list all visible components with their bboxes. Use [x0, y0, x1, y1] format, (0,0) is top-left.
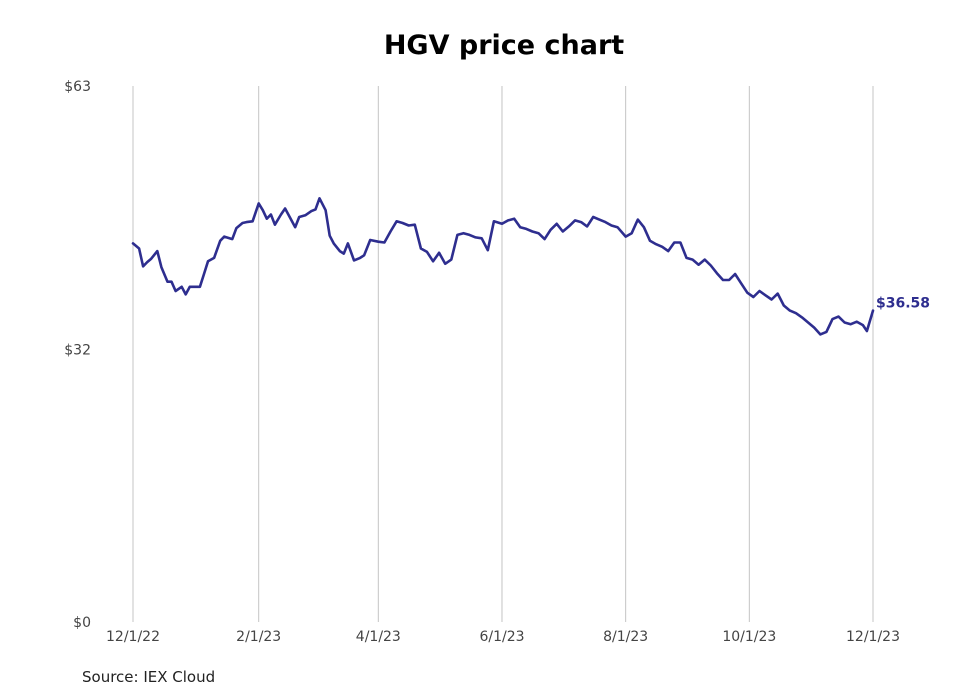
x-tick-label: 12/1/22: [106, 629, 160, 645]
grid-lines: [132, 86, 874, 622]
x-tick-label: 12/1/23: [846, 629, 900, 645]
x-tick-label: 10/1/23: [722, 629, 776, 645]
last-value-label: $36.58: [876, 296, 930, 312]
series-layer: [131, 197, 875, 336]
source-note: Source: IEX Cloud: [82, 668, 216, 686]
y-tick-label: $63: [64, 79, 91, 95]
series-line: [131, 197, 875, 336]
x-tick-label: 6/1/23: [479, 629, 524, 645]
chart-title: HGV price chart: [383, 30, 625, 61]
x-tick-label: 4/1/23: [356, 629, 401, 645]
y-tick-label: $0: [73, 615, 91, 631]
x-tick-label: 8/1/23: [603, 629, 648, 645]
y-tick-label: $32: [64, 343, 91, 359]
x-axis-ticks: 12/1/22 2/1/23 4/1/23 6/1/23 8/1/23 10/1/23 12…: [106, 629, 900, 645]
x-tick-label: 2/1/23: [236, 629, 281, 645]
y-axis-ticks: $0 $32 $63: [64, 79, 91, 631]
end-label-layer: $36.58: [876, 296, 930, 312]
